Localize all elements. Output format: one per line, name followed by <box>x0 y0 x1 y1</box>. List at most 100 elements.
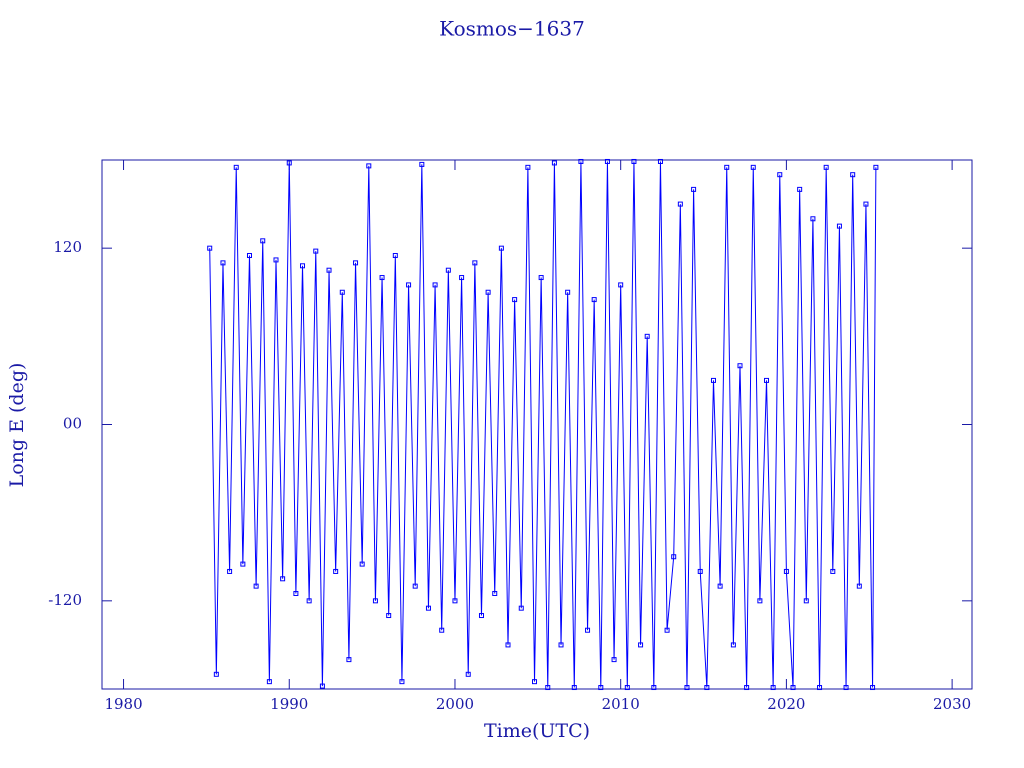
data-point <box>578 158 584 164</box>
data-point <box>406 282 412 288</box>
data-point <box>326 267 332 273</box>
data-point <box>366 163 372 169</box>
data-point <box>724 164 730 170</box>
data-point <box>518 605 524 611</box>
data-point <box>830 568 836 574</box>
data-point <box>459 275 465 281</box>
data-point <box>492 590 498 596</box>
x-tick-label: 2030 <box>933 695 971 713</box>
data-point <box>873 164 879 170</box>
data-point <box>253 583 259 589</box>
x-tick-label: 1990 <box>270 695 308 713</box>
y-axis-label: Long E (deg) <box>6 363 28 488</box>
data-point <box>233 164 239 170</box>
data-point <box>843 685 849 691</box>
data-point <box>266 679 272 685</box>
data-point <box>545 685 551 691</box>
data-point <box>604 158 610 164</box>
data-point <box>764 377 770 383</box>
data-point <box>346 657 352 663</box>
data-point <box>750 164 756 170</box>
data-point <box>313 248 319 254</box>
data-point <box>737 363 743 369</box>
data-point <box>671 554 677 560</box>
data-point <box>280 576 286 582</box>
data-point <box>836 223 842 229</box>
data-point <box>585 627 591 633</box>
data-point <box>664 627 670 633</box>
data-point <box>850 172 856 178</box>
x-tick-label: 2000 <box>436 695 474 713</box>
data-point <box>472 260 478 266</box>
data-point <box>386 613 392 619</box>
data-point <box>817 685 823 691</box>
data-point <box>379 275 385 281</box>
data-point <box>863 201 869 207</box>
data-point <box>565 289 571 295</box>
data-point <box>611 657 617 663</box>
data-point <box>227 568 233 574</box>
data-point <box>452 598 458 604</box>
data-point <box>399 679 405 685</box>
data-point <box>624 685 630 691</box>
data-point <box>757 598 763 604</box>
data-point <box>790 685 796 691</box>
data-point <box>445 267 451 273</box>
data-point <box>353 260 359 266</box>
data-point <box>392 253 398 259</box>
data-point <box>339 289 345 295</box>
data-point <box>777 172 783 178</box>
data-point <box>319 683 325 689</box>
data-point <box>710 377 716 383</box>
data-point <box>657 158 663 164</box>
data-point <box>677 201 683 207</box>
data-point <box>532 679 538 685</box>
data-point <box>306 598 312 604</box>
data-point <box>638 642 644 648</box>
data-point <box>558 642 564 648</box>
data-point <box>207 245 213 251</box>
data-point <box>260 238 266 244</box>
data-point <box>856 583 862 589</box>
data-point <box>419 161 425 167</box>
data-point <box>359 561 365 567</box>
data-point <box>432 282 438 288</box>
x-tick-label: 2020 <box>767 695 805 713</box>
data-point <box>293 590 299 596</box>
data-point <box>538 275 544 281</box>
data-point <box>439 627 445 633</box>
data-point <box>770 685 776 691</box>
series-line <box>209 161 877 688</box>
data-point <box>631 158 637 164</box>
data-point <box>478 613 484 619</box>
data-point <box>783 568 789 574</box>
data-point <box>618 282 624 288</box>
y-tick-label: 120 <box>53 238 82 256</box>
data-point <box>697 568 703 574</box>
data-point <box>684 685 690 691</box>
chart-title: Kosmos−1637 <box>439 17 585 41</box>
data-point <box>744 685 750 691</box>
data-point <box>870 685 876 691</box>
data-point <box>797 186 803 192</box>
data-point <box>651 685 657 691</box>
data-point <box>213 671 219 677</box>
data-point <box>691 186 697 192</box>
data-point <box>246 253 252 259</box>
data-point <box>240 561 246 567</box>
data-point <box>803 598 809 604</box>
data-point <box>644 333 650 339</box>
y-tick-label: 00 <box>63 415 82 433</box>
data-point <box>465 671 471 677</box>
data-point <box>591 297 597 303</box>
data-point <box>551 160 557 166</box>
data-point <box>512 297 518 303</box>
data-point <box>333 568 339 574</box>
data-point <box>571 685 577 691</box>
data-point <box>286 160 292 166</box>
data-point <box>810 216 816 222</box>
data-point <box>525 164 531 170</box>
data-point <box>730 642 736 648</box>
